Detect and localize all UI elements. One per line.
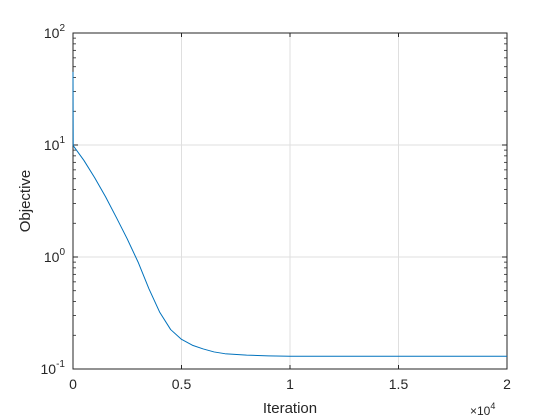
- x-axis-label: Iteration: [263, 400, 317, 417]
- tick-marks: [72, 32, 508, 370]
- x-axis-multiplier: ×104: [470, 401, 495, 418]
- series-layer: [72, 71, 508, 357]
- y-tick-label: 101: [44, 135, 66, 153]
- x-tick-labels: 0 0.5 1 1.5 2: [69, 376, 511, 392]
- y-tick-labels: 10-1 100 101 102: [41, 23, 66, 377]
- x-tick-label: 0: [69, 376, 77, 392]
- x-tick-label: 1.5: [389, 376, 409, 392]
- x-tick-label: 1: [286, 376, 294, 392]
- y-tick-label: 10-1: [41, 359, 66, 377]
- y-axis-label: Objective: [17, 170, 34, 233]
- series-0: [72, 71, 508, 357]
- grid-lines: [73, 33, 507, 369]
- y-tick-label: 100: [44, 247, 66, 265]
- x-tick-label: 2: [503, 376, 511, 392]
- y-tick-label: 102: [44, 23, 66, 41]
- x-tick-label: 0.5: [172, 376, 192, 392]
